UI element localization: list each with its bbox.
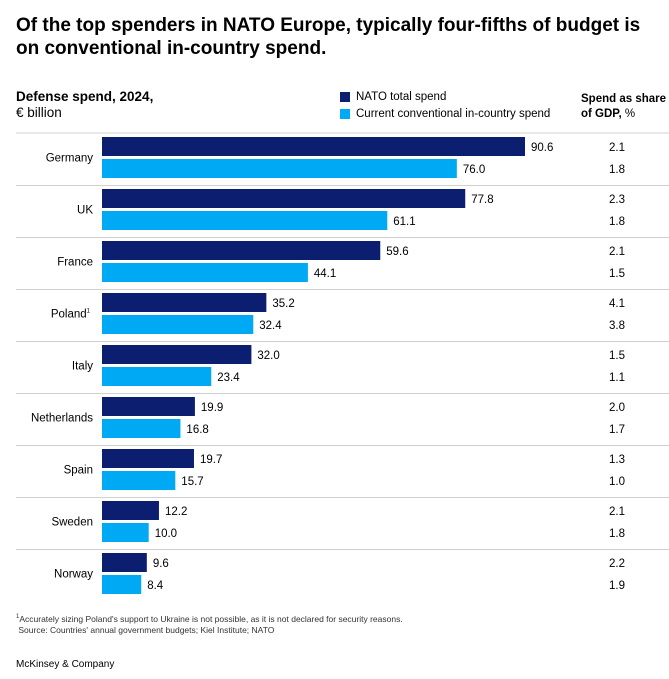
gdp-header-unit: % [621, 108, 636, 120]
gdp-share-total: 1.3 [609, 454, 625, 466]
value-label-conventional: 44.1 [314, 268, 336, 280]
bar-nato-total [102, 293, 267, 312]
value-label-total: 77.8 [471, 194, 493, 206]
gdp-share-conventional: 1.8 [609, 216, 625, 228]
value-label-total: 32.0 [257, 350, 279, 362]
bar-nato-total [102, 397, 195, 416]
gdp-share-conventional: 1.7 [609, 424, 625, 436]
bar-nato-total [102, 241, 381, 260]
value-label-conventional: 76.0 [463, 164, 485, 176]
subtitle-main: Defense spend, 2024, [16, 89, 154, 104]
brand-logo-text: McKinsey & Company [16, 659, 115, 670]
gdp-share-total: 2.3 [609, 194, 625, 206]
value-label-total: 90.6 [531, 142, 553, 154]
footnotes: 1Accurately sizing Poland's support to U… [16, 612, 403, 636]
gdp-share-conventional: 3.8 [609, 320, 625, 332]
bar-conventional [102, 315, 254, 334]
gdp-share-conventional: 1.9 [609, 580, 625, 592]
legend-label-total: NATO total spend [356, 90, 447, 103]
bar-nato-total [102, 189, 466, 208]
bar-conventional [102, 211, 388, 230]
gdp-share-total: 2.1 [609, 142, 625, 154]
legend-item-total: NATO total spend [340, 88, 550, 105]
bar-conventional [102, 263, 308, 282]
category-label: France [57, 257, 93, 269]
gdp-share-conventional: 1.0 [609, 476, 625, 488]
value-label-conventional: 32.4 [259, 320, 282, 332]
category-label: Italy [72, 361, 93, 373]
value-label-total: 19.7 [200, 454, 222, 466]
gdp-share-conventional: 1.8 [609, 528, 625, 540]
category-label: Germany [46, 153, 94, 165]
bar-conventional [102, 575, 142, 594]
source-note: Source: Countries' annual government bud… [18, 624, 275, 635]
bar-nato-total [102, 137, 525, 156]
legend: NATO total spend Current conventional in… [340, 88, 550, 122]
legend-swatch-total [340, 91, 350, 102]
category-label: Norway [54, 569, 93, 581]
value-label-conventional: 16.8 [186, 424, 208, 436]
bar-nato-total [102, 345, 252, 364]
gdp-header-bold: Spend as share of GDP, [581, 93, 667, 120]
chart-title: Of the top spenders in NATO Europe, typi… [16, 15, 641, 59]
value-label-conventional: 15.7 [181, 476, 203, 488]
value-label-total: 59.6 [386, 246, 408, 258]
value-label-total: 9.6 [153, 558, 169, 570]
subtitle-unit: € billion [16, 105, 62, 120]
value-label-conventional: 8.4 [147, 580, 164, 592]
legend-swatch-conventional [340, 108, 350, 119]
footnote-1: 1Accurately sizing Poland's support to U… [16, 613, 403, 624]
legend-item-conventional: Current conventional in-country spend [340, 105, 550, 122]
bar-nato-total [102, 449, 194, 468]
bar-nato-total [102, 501, 159, 520]
category-label: Sweden [51, 517, 93, 529]
bar-conventional [102, 523, 149, 542]
bar-conventional [102, 159, 457, 178]
category-label: Netherlands [31, 413, 93, 425]
gdp-share-total: 1.5 [609, 350, 625, 362]
gdp-share-total: 2.0 [609, 402, 625, 414]
value-label-conventional: 61.1 [393, 216, 415, 228]
gdp-share-conventional: 1.8 [609, 164, 625, 176]
bar-conventional [102, 367, 212, 386]
gdp-column-header: Spend as share of GDP, % [581, 92, 669, 122]
gdp-share-conventional: 1.1 [609, 372, 625, 384]
chart-subtitle: Defense spend, 2024, € billion [16, 89, 153, 121]
category-label: UK [77, 205, 93, 217]
gdp-share-total: 2.2 [609, 558, 625, 570]
value-label-total: 35.2 [272, 298, 294, 310]
value-label-total: 19.9 [201, 402, 223, 414]
gdp-share-total: 2.1 [609, 506, 625, 518]
value-label-total: 12.2 [165, 506, 187, 518]
legend-label-conventional: Current conventional in-country spend [356, 107, 551, 120]
value-label-conventional: 10.0 [155, 528, 177, 540]
category-label: Poland1 [51, 309, 91, 321]
value-label-conventional: 23.4 [217, 372, 240, 384]
bar-nato-total [102, 553, 147, 572]
gdp-share-total: 2.1 [609, 246, 625, 258]
gdp-share-total: 4.1 [609, 298, 625, 310]
bar-conventional [102, 419, 181, 438]
gdp-share-conventional: 1.5 [609, 268, 625, 280]
category-label: Spain [64, 465, 93, 477]
bar-conventional [102, 471, 176, 490]
